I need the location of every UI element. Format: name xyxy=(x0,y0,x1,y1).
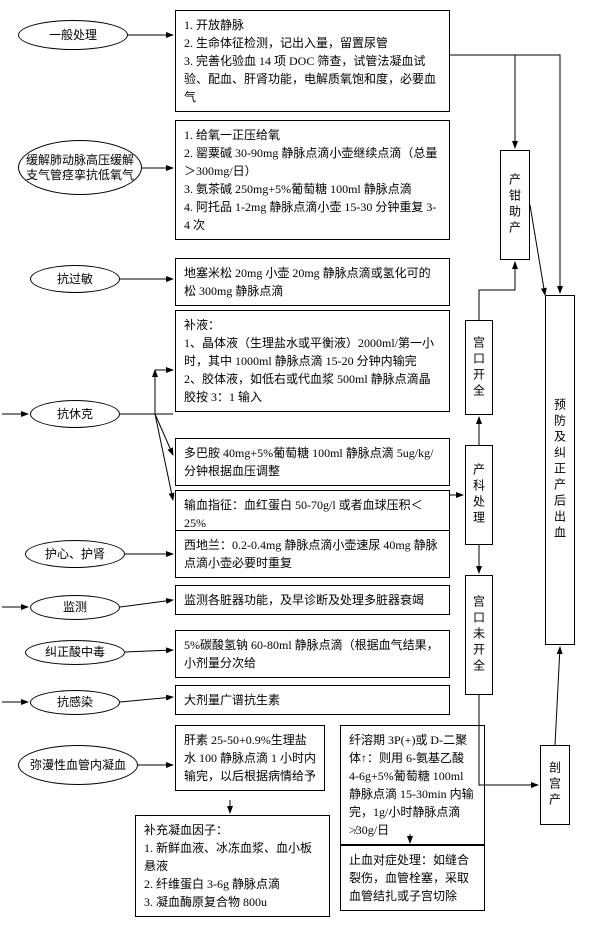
text: 宫口未开全 xyxy=(471,595,488,675)
li: 完善化验血 14 项 DOC 筛查，试管法凝血试验、配血、肝肾功能，电解质氧饱和… xyxy=(184,52,441,106)
box-coagfactor: 补充凝血因子： 新鲜血液、冰冻血浆、血小板悬液 纤维蛋白 3-6g 静脉点滴 凝… xyxy=(135,815,330,917)
li: 开放静脉 xyxy=(184,16,441,34)
text: 监测各脏器功能，及早诊断及处理多脏器衰竭 xyxy=(184,593,424,607)
box-hemostasis: 止血对症处理：如缝合裂伤，血管栓塞，采取血管结扎或子宫切除 xyxy=(340,845,485,911)
ellipse-dic: 弥漫性血管内凝血 xyxy=(18,745,138,785)
label: 弥漫性血管内凝血 xyxy=(30,758,126,772)
ellipse-general: 一般处理 xyxy=(18,20,128,50)
text: 西地兰：0.2-0.4mg 静脉点滴小壶速尿 40mg 静脉点滴小壶必要时重复 xyxy=(184,538,438,570)
label: 监测 xyxy=(63,600,87,614)
li: 给氧一正压给氧 xyxy=(184,126,441,144)
box-fluid: 补液： 1、晶体液（生理盐水或平衡液）2000ml/第一小时，其中 1000ml… xyxy=(175,310,450,412)
label: 抗休克 xyxy=(57,407,93,421)
box-cervix-full: 宫口开全 xyxy=(465,320,493,415)
ellipse-acid: 纠正酸中毒 xyxy=(25,640,125,665)
box-dopamine: 多巴胺 40mg+5%葡萄糖 100ml 静脉点滴 5ug/kg/分钟根据血压调… xyxy=(175,438,450,486)
text: 地塞米松 20mg 小壶 20mg 静脉点滴或氢化可的松 300mg 静脉点滴 xyxy=(184,266,431,298)
box-postpartum: 预防及纠正产后出血 xyxy=(545,295,575,645)
text: 纤溶期 3P(+)或 D-二聚体↑：则用 6-氨基乙酸 4-6g+5%葡萄糖 1… xyxy=(349,733,474,837)
list: 开放静脉 生命体征检测，记出入量，留置尿管 完善化验血 14 项 DOC 筛查，… xyxy=(184,16,441,106)
li: 生命体征检测，记出入量，留置尿管 xyxy=(184,34,441,52)
box-fibrinolysis: 纤溶期 3P(+)或 D-二聚体↑：则用 6-氨基乙酸 4-6g+5%葡萄糖 1… xyxy=(340,725,485,845)
li: 罂粟碱 30-90mg 静脉点滴小壶继续点滴（总量＞300mg/日） xyxy=(184,144,441,180)
text: 止血对症处理：如缝合裂伤，血管栓塞，采取血管结扎或子宫切除 xyxy=(349,853,469,903)
box-heparin: 肝素 25-50+0.9%生理盐水 100 静脉点滴 1 小时内输完，以后根据病… xyxy=(175,725,325,791)
li: 2、胶体液，如低右或代血浆 500ml 静脉点滴晶胶按 3：1 输入 xyxy=(184,370,441,406)
li: 凝血酶原复合物 800u xyxy=(144,893,321,911)
li: 阿托品 1-2mg 静脉点滴小壶 15-30 分钟重复 3-4 次 xyxy=(184,198,441,234)
li: 氨茶碱 250mg+5%葡萄糖 100ml 静脉点滴 xyxy=(184,180,441,198)
label: 护心、护肾 xyxy=(45,547,105,561)
text: 产科处理 xyxy=(471,463,488,527)
list: 新鲜血液、冰冻血浆、血小板悬液 纤维蛋白 3-6g 静脉点滴 凝血酶原复合物 8… xyxy=(144,839,321,911)
text: 多巴胺 40mg+5%葡萄糖 100ml 静脉点滴 5ug/kg/分钟根据血压调… xyxy=(184,446,433,478)
box-monitor: 监测各脏器功能，及早诊断及处理多脏器衰竭 xyxy=(175,585,450,615)
box-relieve: 给氧一正压给氧 罂粟碱 30-90mg 静脉点滴小壶继续点滴（总量＞300mg/… xyxy=(175,120,450,240)
box-antibiotic: 大剂量广谱抗生素 xyxy=(175,685,450,715)
title: 补充凝血因子： xyxy=(144,821,321,839)
ellipse-antishock: 抗休克 xyxy=(30,400,120,428)
label: 纠正酸中毒 xyxy=(45,645,105,659)
box-general: 开放静脉 生命体征检测，记出入量，留置尿管 完善化验血 14 项 DOC 筛查，… xyxy=(175,10,450,112)
box-forceps: 产钳助产 xyxy=(500,150,530,260)
li: 新鲜血液、冰冻血浆、血小板悬液 xyxy=(144,839,321,875)
ellipse-antiallergy: 抗过敏 xyxy=(30,265,120,293)
ellipse-protect: 护心、护肾 xyxy=(25,540,125,568)
ellipse-monitor: 监测 xyxy=(30,595,120,620)
text: 剖宫产 xyxy=(547,761,564,809)
box-antiallergy: 地塞米松 20mg 小壶 20mg 静脉点滴或氢化可的松 300mg 静脉点滴 xyxy=(175,258,450,306)
title: 补液： xyxy=(184,316,441,334)
li: 1、晶体液（生理盐水或平衡液）2000ml/第一小时，其中 1000ml 静脉点… xyxy=(184,334,441,370)
text: 预防及纠正产后出血 xyxy=(552,398,569,542)
text: 宫口开全 xyxy=(471,336,488,400)
text: 大剂量广谱抗生素 xyxy=(184,693,280,707)
text: 输血指征：血红蛋白 50-70g/l 或者血球压积＜25% xyxy=(184,498,423,530)
box-cesarean: 剖宫产 xyxy=(540,745,570,825)
text: 5%碳酸氢钠 60-80ml 静脉点滴（根据血气结果，小剂量分次给 xyxy=(184,638,439,670)
box-obstetric: 产科处理 xyxy=(465,445,493,545)
box-bicarb: 5%碳酸氢钠 60-80ml 静脉点滴（根据血气结果，小剂量分次给 xyxy=(175,630,450,678)
list: 给氧一正压给氧 罂粟碱 30-90mg 静脉点滴小壶继续点滴（总量＞300mg/… xyxy=(184,126,441,234)
label: 缓解肺动脉高压缓解支气管痉挛抗低氧气 xyxy=(21,153,139,182)
label: 抗过敏 xyxy=(57,272,93,286)
ellipse-relieve: 缓解肺动脉高压缓解支气管痉挛抗低氧气 xyxy=(18,140,142,195)
box-cedilanid: 西地兰：0.2-0.4mg 静脉点滴小壶速尿 40mg 静脉点滴小壶必要时重复 xyxy=(175,530,450,578)
text: 产钳助产 xyxy=(507,173,524,237)
ellipse-infection: 抗感染 xyxy=(30,690,120,715)
text: 肝素 25-50+0.9%生理盐水 100 静脉点滴 1 小时内输完，以后根据病… xyxy=(184,733,316,783)
box-cervix-partial: 宫口未开全 xyxy=(465,575,493,695)
li: 纤维蛋白 3-6g 静脉点滴 xyxy=(144,875,321,893)
label: 一般处理 xyxy=(49,28,97,42)
label: 抗感染 xyxy=(57,695,93,709)
